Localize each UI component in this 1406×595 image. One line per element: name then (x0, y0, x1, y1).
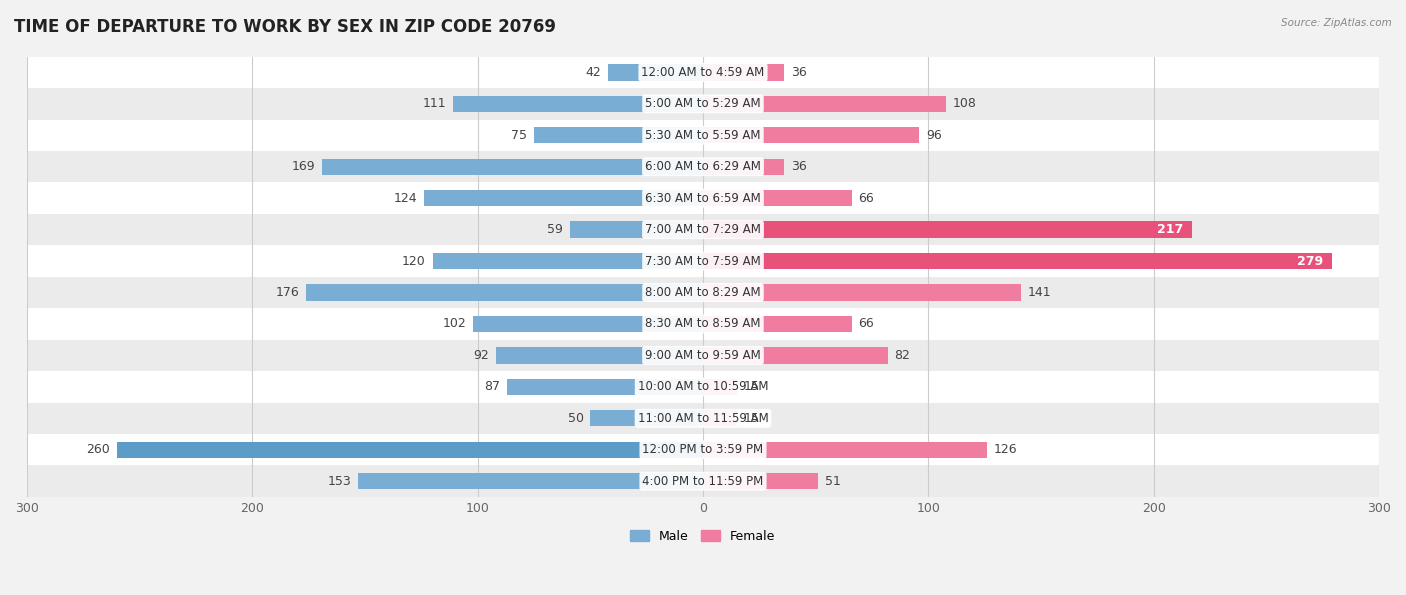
Text: 7:00 AM to 7:29 AM: 7:00 AM to 7:29 AM (645, 223, 761, 236)
Text: 92: 92 (474, 349, 489, 362)
Bar (27, 120, 1379, 151)
Text: 153: 153 (328, 475, 352, 488)
Text: 279: 279 (1296, 255, 1323, 268)
Bar (27, 403, 1379, 434)
Text: 4:00 PM to 11:59 PM: 4:00 PM to 11:59 PM (643, 475, 763, 488)
Bar (27, 88, 1379, 120)
Text: 87: 87 (484, 380, 501, 393)
Text: 42: 42 (586, 66, 602, 79)
Text: 10:00 AM to 10:59 AM: 10:00 AM to 10:59 AM (638, 380, 768, 393)
Bar (508, 378, 703, 395)
Bar (453, 96, 703, 112)
Text: 96: 96 (927, 129, 942, 142)
Text: 176: 176 (276, 286, 299, 299)
Bar (496, 347, 703, 364)
Text: 36: 36 (792, 66, 807, 79)
Bar (423, 190, 703, 206)
Bar (703, 316, 852, 332)
Text: 66: 66 (859, 192, 875, 205)
Bar (703, 347, 887, 364)
Text: 6:00 AM to 6:29 AM: 6:00 AM to 6:29 AM (645, 160, 761, 173)
Text: 141: 141 (1028, 286, 1052, 299)
Text: 5:30 AM to 5:59 AM: 5:30 AM to 5:59 AM (645, 129, 761, 142)
Bar (703, 221, 1192, 238)
Bar (27, 57, 1379, 88)
Bar (433, 253, 703, 270)
Bar (359, 473, 703, 490)
Bar (703, 410, 737, 427)
Bar (703, 473, 818, 490)
Text: 82: 82 (894, 349, 911, 362)
Text: 12:00 PM to 3:59 PM: 12:00 PM to 3:59 PM (643, 443, 763, 456)
Text: 50: 50 (568, 412, 583, 425)
Bar (474, 316, 703, 332)
Bar (117, 441, 703, 458)
Text: 126: 126 (994, 443, 1018, 456)
Text: 108: 108 (953, 98, 977, 110)
Bar (27, 371, 1379, 403)
Text: 66: 66 (859, 318, 875, 330)
Text: 124: 124 (394, 192, 416, 205)
Text: 260: 260 (87, 443, 110, 456)
Text: 169: 169 (292, 160, 315, 173)
Text: 36: 36 (792, 160, 807, 173)
Text: 6:30 AM to 6:59 AM: 6:30 AM to 6:59 AM (645, 192, 761, 205)
Bar (27, 151, 1379, 183)
Text: 51: 51 (825, 475, 841, 488)
Legend: Male, Female: Male, Female (626, 525, 780, 548)
Bar (27, 308, 1379, 340)
Text: 9:00 AM to 9:59 AM: 9:00 AM to 9:59 AM (645, 349, 761, 362)
Text: 15: 15 (744, 412, 759, 425)
Text: 7:30 AM to 7:59 AM: 7:30 AM to 7:59 AM (645, 255, 761, 268)
Bar (703, 64, 785, 80)
Text: 217: 217 (1157, 223, 1182, 236)
Bar (703, 253, 1331, 270)
Text: 111: 111 (422, 98, 446, 110)
Text: 102: 102 (443, 318, 467, 330)
Bar (27, 245, 1379, 277)
Bar (27, 183, 1379, 214)
Bar (27, 465, 1379, 497)
Bar (307, 284, 703, 300)
Text: TIME OF DEPARTURE TO WORK BY SEX IN ZIP CODE 20769: TIME OF DEPARTURE TO WORK BY SEX IN ZIP … (14, 18, 555, 36)
Bar (703, 190, 852, 206)
Text: 59: 59 (547, 223, 564, 236)
Bar (703, 441, 987, 458)
Bar (534, 127, 703, 143)
Bar (591, 410, 703, 427)
Text: 15: 15 (744, 380, 759, 393)
Bar (569, 221, 703, 238)
Text: 8:00 AM to 8:29 AM: 8:00 AM to 8:29 AM (645, 286, 761, 299)
Text: 5:00 AM to 5:29 AM: 5:00 AM to 5:29 AM (645, 98, 761, 110)
Bar (27, 214, 1379, 245)
Bar (703, 127, 920, 143)
Text: 11:00 AM to 11:59 AM: 11:00 AM to 11:59 AM (638, 412, 768, 425)
Bar (609, 64, 703, 80)
Text: 75: 75 (512, 129, 527, 142)
Bar (703, 378, 737, 395)
Text: 120: 120 (402, 255, 426, 268)
Bar (703, 284, 1021, 300)
Text: 12:00 AM to 4:59 AM: 12:00 AM to 4:59 AM (641, 66, 765, 79)
Bar (27, 340, 1379, 371)
Bar (703, 96, 946, 112)
Text: 8:30 AM to 8:59 AM: 8:30 AM to 8:59 AM (645, 318, 761, 330)
Text: Source: ZipAtlas.com: Source: ZipAtlas.com (1281, 18, 1392, 28)
Bar (27, 434, 1379, 465)
Bar (27, 277, 1379, 308)
Bar (703, 158, 785, 175)
Bar (322, 158, 703, 175)
